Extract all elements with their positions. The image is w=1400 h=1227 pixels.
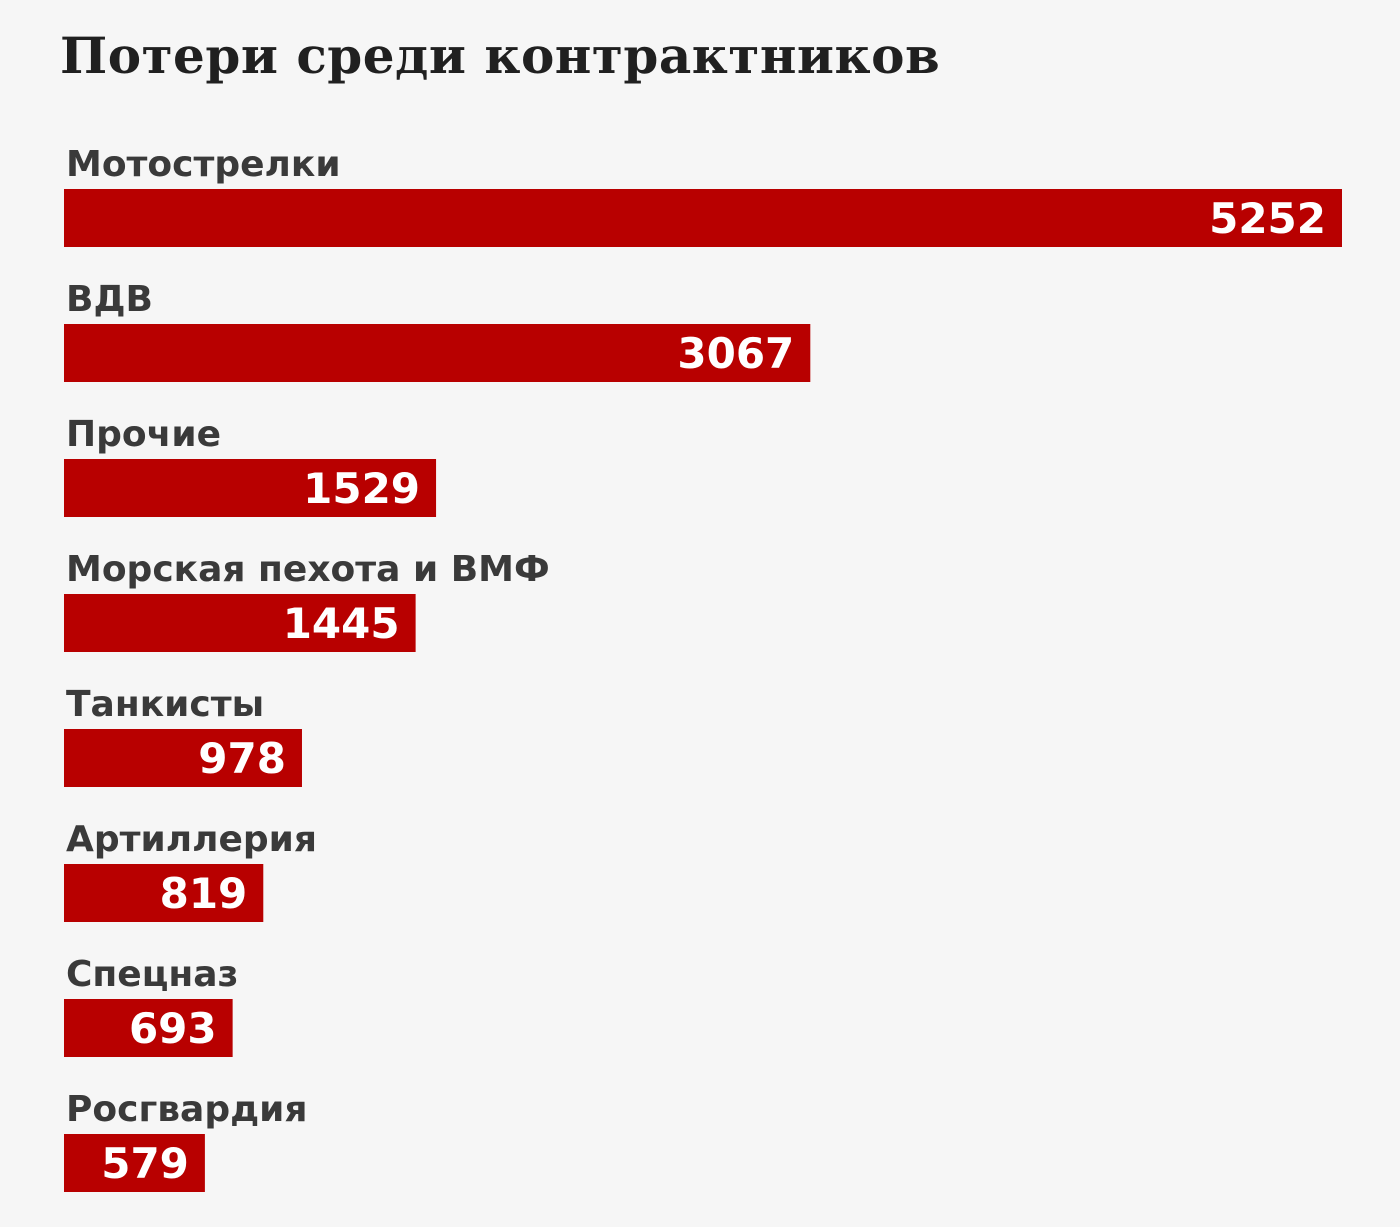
category-label: Мотострелки bbox=[66, 144, 341, 185]
category-label: ВДВ bbox=[66, 279, 153, 320]
bar bbox=[64, 324, 811, 382]
category-label: Спецназ bbox=[66, 954, 238, 995]
bar bbox=[64, 999, 233, 1057]
category-label: Прочие bbox=[66, 414, 221, 455]
bar bbox=[64, 864, 264, 922]
bar bbox=[64, 729, 302, 787]
bar-value-label: 1445 bbox=[283, 599, 400, 648]
bar bbox=[64, 1134, 205, 1192]
category-label: Танкисты bbox=[66, 684, 264, 725]
bar bbox=[64, 189, 1342, 247]
bar-value-label: 1529 bbox=[303, 464, 420, 513]
bar bbox=[64, 459, 437, 517]
chart-title: Потери среди контрактников bbox=[60, 26, 941, 85]
bar bbox=[64, 594, 416, 652]
category-label: Росгвардия bbox=[66, 1089, 308, 1130]
bar-value-label: 819 bbox=[160, 869, 248, 918]
bar-value-label: 579 bbox=[101, 1139, 189, 1188]
bar-value-label: 693 bbox=[129, 1004, 217, 1053]
bar-value-label: 5252 bbox=[1209, 194, 1326, 243]
bar-value-label: 978 bbox=[198, 734, 286, 783]
category-label: Морская пехота и ВМФ bbox=[66, 549, 550, 590]
category-label: Артиллерия bbox=[66, 819, 317, 860]
bar-value-label: 3067 bbox=[677, 329, 794, 378]
